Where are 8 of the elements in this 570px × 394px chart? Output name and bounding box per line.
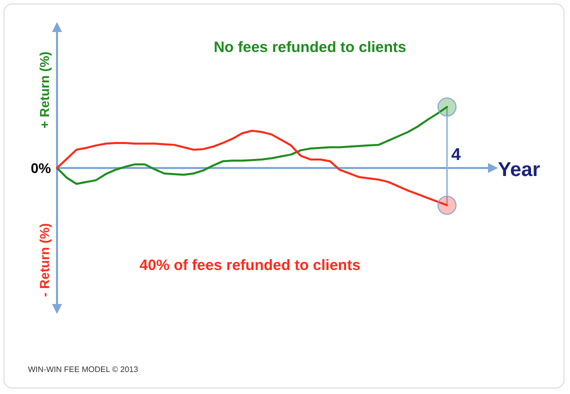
text: No fees refunded to clients — [214, 39, 406, 56]
x-axis-title: Year — [498, 159, 540, 181]
text: WIN-WIN FEE MODEL © 2013 — [28, 365, 139, 374]
ref-line-label: 0% — [30, 160, 52, 176]
y-axis-title: + Return (%) — [37, 52, 52, 128]
annotation: 4 — [451, 145, 462, 164]
text: - Return (%) — [37, 223, 52, 297]
text: 40% of fees refunded to clients — [140, 257, 360, 274]
